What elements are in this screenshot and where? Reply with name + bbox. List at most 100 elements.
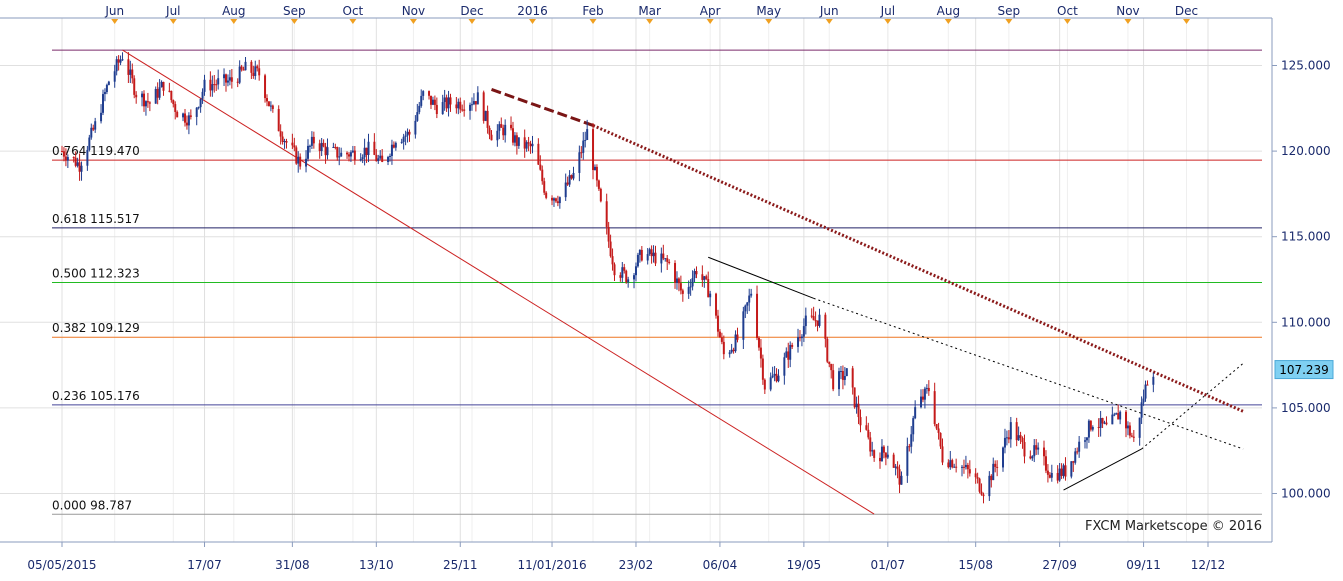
month-label: Feb	[582, 4, 603, 18]
candle-body	[156, 88, 159, 98]
candle-body	[867, 429, 870, 438]
candle-body	[195, 107, 198, 117]
candle-body	[660, 253, 663, 264]
candle-body	[1031, 456, 1034, 459]
candle-body	[771, 375, 774, 378]
candle-body	[1091, 426, 1094, 430]
event-marker-icon	[349, 19, 357, 24]
month-label: Mar	[638, 4, 661, 18]
month-label: Nov	[402, 4, 425, 18]
event-marker-icon	[1063, 19, 1071, 24]
date-label: 27/09	[1042, 558, 1077, 572]
candle-body	[564, 182, 567, 198]
candle-body	[592, 129, 595, 171]
candle-body	[469, 104, 472, 111]
candle-body	[1130, 435, 1133, 437]
candle-body	[66, 157, 69, 161]
candle-body	[513, 135, 516, 143]
candle-body	[664, 258, 667, 260]
candle-body	[455, 104, 458, 109]
candle-body	[267, 101, 270, 107]
candle-body	[189, 115, 192, 117]
candle-body	[115, 59, 118, 72]
candle-body	[1019, 435, 1022, 438]
candle-body	[978, 478, 981, 492]
event-marker-icon	[529, 19, 537, 24]
candle-body	[435, 104, 438, 115]
candle-body	[687, 287, 690, 294]
candle-body	[1132, 436, 1135, 438]
candle-body	[1144, 384, 1147, 399]
candle-body	[627, 279, 630, 283]
candle-body	[1048, 474, 1051, 478]
candle-body	[62, 151, 65, 157]
candle-body	[1046, 470, 1049, 475]
candle-body	[800, 336, 803, 339]
candle-body	[748, 295, 751, 303]
candle-body	[531, 143, 534, 147]
candle-body	[388, 155, 391, 157]
candle-body	[445, 97, 448, 109]
date-label: 31/08	[275, 558, 310, 572]
candle-body	[78, 162, 81, 172]
candle-body	[826, 338, 829, 362]
candle-body	[402, 136, 405, 142]
candle-body	[404, 135, 407, 137]
candle-body	[332, 146, 335, 148]
candle-body	[131, 69, 134, 79]
candle-body	[537, 143, 540, 165]
candle-body	[1115, 413, 1118, 415]
candle-body	[523, 137, 526, 149]
candle-body	[158, 87, 161, 98]
candle-body	[1003, 437, 1006, 448]
candle-body	[990, 475, 993, 481]
black-resistance	[708, 256, 814, 299]
candle-body	[580, 152, 583, 154]
candle-body	[992, 463, 995, 481]
candle-body	[701, 274, 704, 280]
candle-body	[742, 311, 745, 340]
candle-body	[705, 276, 708, 280]
candle-body	[650, 249, 653, 257]
candle-body	[250, 61, 253, 73]
candle-body	[94, 121, 97, 130]
event-marker-icon	[944, 19, 952, 24]
candle-body	[429, 95, 432, 105]
candle-body	[527, 142, 530, 144]
candle-body	[662, 253, 665, 259]
candle-body	[502, 127, 505, 136]
candle-body	[517, 137, 520, 146]
candle-body	[215, 84, 218, 86]
month-label: Aug	[937, 4, 960, 18]
candle-body	[613, 264, 616, 276]
candle-body	[228, 77, 231, 81]
candle-body	[1033, 445, 1036, 457]
candle-body	[947, 462, 950, 468]
event-marker-icon	[290, 19, 298, 24]
candle-body	[1015, 422, 1018, 441]
candle-body	[1142, 398, 1145, 403]
candle-body	[675, 278, 678, 283]
candle-body	[488, 127, 491, 135]
candle-body	[689, 286, 692, 288]
candle-body	[652, 252, 655, 257]
candle-body	[843, 376, 846, 380]
candle-body	[968, 469, 971, 474]
candle-body	[113, 71, 116, 82]
candle-body	[908, 446, 911, 448]
candle-body	[1044, 456, 1047, 471]
candle-body	[558, 197, 561, 204]
candle-body	[510, 124, 513, 129]
fib-label-0.000: 0.000 98.787	[52, 498, 132, 512]
fib-label-0.764: 0.764 119.470	[52, 144, 140, 158]
candle-body	[279, 131, 282, 137]
date-label: 13/10	[359, 558, 394, 572]
candle-body	[619, 275, 622, 278]
candle-body	[318, 143, 321, 152]
candle-body	[732, 349, 735, 352]
candle-body	[621, 267, 624, 278]
event-marker-icon	[1124, 19, 1132, 24]
candle-body	[1119, 411, 1122, 420]
candle-body	[769, 377, 772, 390]
